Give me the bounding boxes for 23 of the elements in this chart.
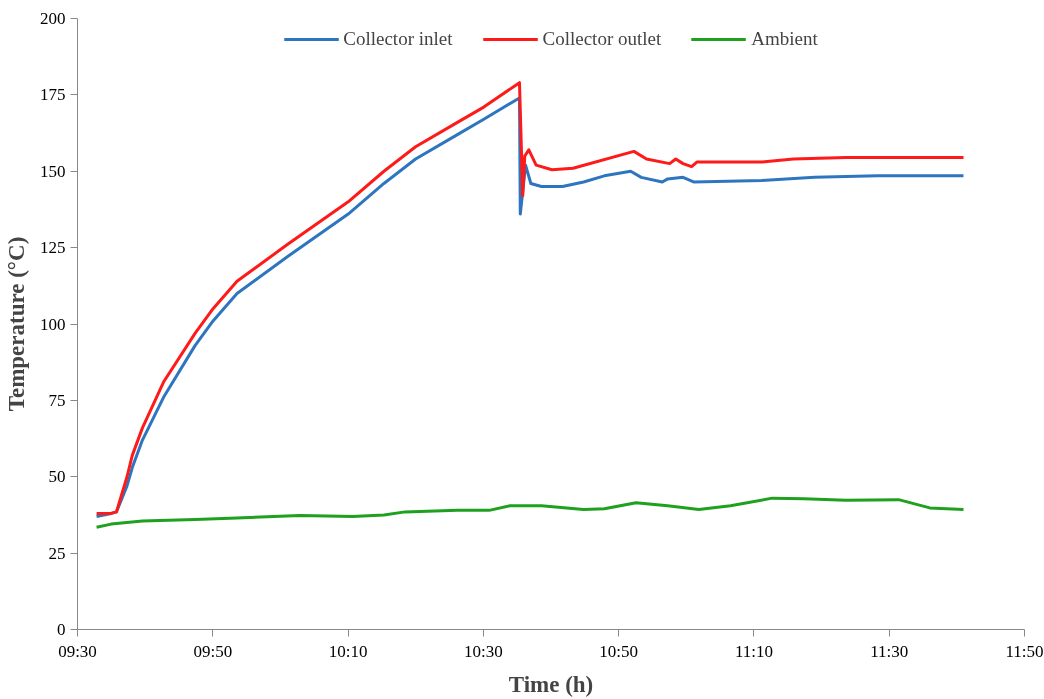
x-tick-label: 10:10 bbox=[328, 641, 368, 661]
y-tick-label: 200 bbox=[40, 9, 66, 28]
legend-label: Ambient bbox=[751, 28, 818, 50]
y-tick-label: 125 bbox=[40, 238, 66, 258]
x-tick-label: 09:50 bbox=[193, 641, 233, 661]
y-tick-label: 75 bbox=[48, 390, 66, 410]
y-tick-label: 25 bbox=[48, 543, 66, 563]
x-tick-label: 11:50 bbox=[1005, 641, 1044, 661]
y-tick-label: 150 bbox=[40, 161, 66, 181]
x-tick-label: 11:30 bbox=[870, 641, 909, 661]
y-tick-label: 50 bbox=[48, 467, 66, 487]
line-series bbox=[95, 496, 965, 529]
y-axis-title: Temperature (°C) bbox=[4, 236, 29, 412]
x-tick-label: 10:30 bbox=[464, 641, 503, 661]
y-tick-label: 175 bbox=[40, 85, 66, 105]
y-tick-label: 100 bbox=[40, 314, 66, 334]
x-tick-label: 09:30 bbox=[58, 641, 97, 661]
x-axis-title: Time (h) bbox=[508, 671, 594, 697]
x-tick-label: 10:50 bbox=[599, 641, 639, 661]
legend-label: Collector inlet bbox=[343, 28, 453, 50]
x-tick-label: 11:10 bbox=[734, 641, 773, 661]
legend-label: Collector outlet bbox=[542, 28, 662, 50]
y-tick-label: 0 bbox=[57, 620, 66, 639]
